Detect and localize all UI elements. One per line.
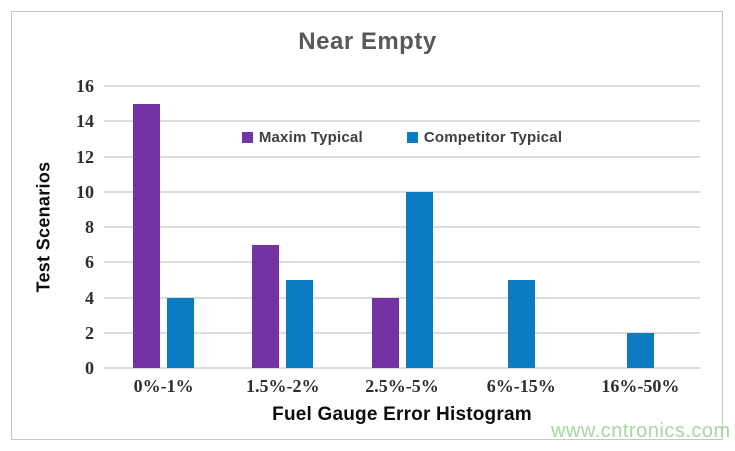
gridline <box>104 155 700 158</box>
y-axis-ticks: 0 2 4 6 8 10 12 14 16 <box>50 76 94 378</box>
gridline <box>104 367 700 369</box>
maxim-typical-bar <box>252 244 280 368</box>
bar-groups <box>104 86 700 368</box>
legend-item-competitor: Competitor Typical <box>406 129 563 146</box>
bar-group <box>342 86 461 368</box>
plot-area: Maxim Typical Competitor Typical <box>104 85 700 369</box>
gridline <box>104 190 700 193</box>
x-axis-ticks: 0%-1% 1.5%-2% 2.5%-5% 6%-15% 16%-50% <box>104 376 700 397</box>
y-tick-label: 10 <box>76 181 94 202</box>
gridline <box>104 261 700 264</box>
maxim-typical-bar <box>371 297 399 368</box>
x-tick-label: 16%-50% <box>601 376 680 396</box>
y-tick-label: 16 <box>76 76 94 96</box>
legend-label-maxim: Maxim Typical <box>258 129 363 146</box>
x-tick-label: 0%-1% <box>133 376 194 396</box>
y-tick-label: 0 <box>85 358 94 378</box>
watermark: www.cntronics.com <box>551 420 731 442</box>
competitor-typical-bar <box>507 279 535 368</box>
competitor-typical-bar <box>167 297 195 368</box>
gridline <box>104 120 700 123</box>
bar-group <box>581 86 700 368</box>
y-tick-label: 8 <box>85 217 94 237</box>
x-tick-label: 1.5%-2% <box>246 376 320 396</box>
bar-group <box>462 86 581 368</box>
x-axis-title: Fuel Gauge Error Histogram <box>272 404 532 425</box>
y-tick-label: 2 <box>85 322 94 343</box>
gridline <box>104 226 700 228</box>
y-tick-label: 14 <box>76 111 94 132</box>
gridline <box>104 331 700 334</box>
legend-label-competitor: Competitor Typical <box>423 129 563 146</box>
y-tick-label: 4 <box>85 287 94 308</box>
y-tick-label: 12 <box>76 146 94 167</box>
bar-group <box>104 86 223 368</box>
x-tick-label: 2.5%-5% <box>365 376 439 396</box>
chart-title: Near Empty <box>298 28 437 55</box>
legend-item-maxim: Maxim Typical <box>241 129 363 146</box>
competitor-typical-bar <box>405 191 433 368</box>
bar-group <box>223 86 342 368</box>
legend: Maxim Typical Competitor Typical <box>104 129 700 146</box>
maxim-typical-swatch <box>241 132 253 143</box>
gridline <box>104 296 700 299</box>
competitor-typical-bar <box>286 279 314 368</box>
competitor-typical-swatch <box>406 132 418 143</box>
x-tick-label: 6%-15% <box>486 376 556 396</box>
gridline <box>104 85 700 87</box>
competitor-typical-bar <box>626 332 654 368</box>
maxim-typical-bar <box>133 103 161 368</box>
y-tick-label: 6 <box>85 252 94 273</box>
